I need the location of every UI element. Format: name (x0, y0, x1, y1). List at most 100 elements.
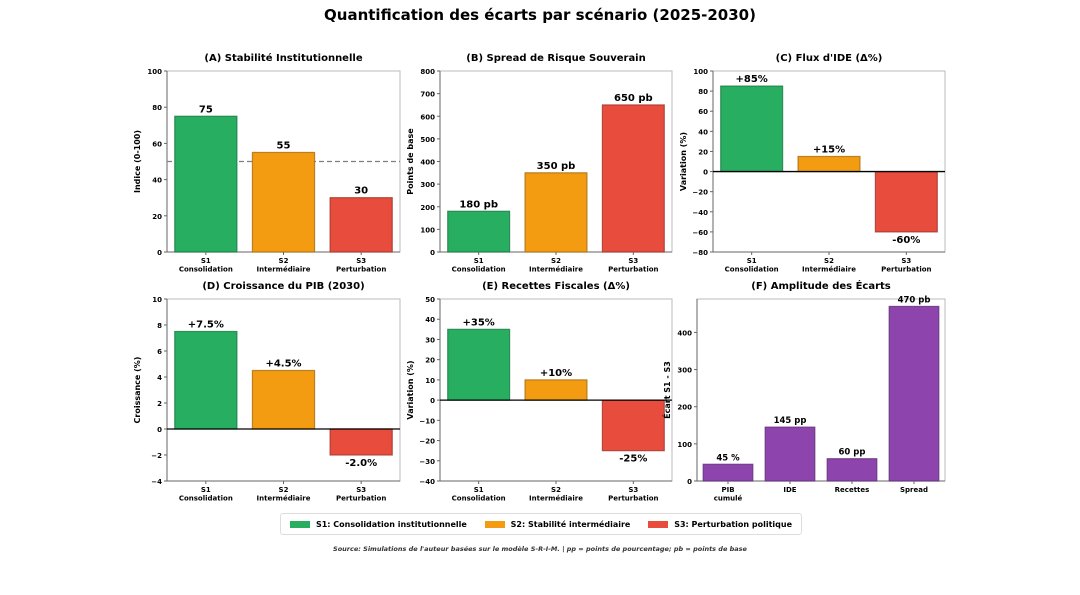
panel-e-xtick-label: S1 (474, 486, 484, 494)
panel-d-ytick-label: 0 (157, 426, 162, 434)
panel-c-bar (720, 85, 784, 173)
panel-d-bar (251, 369, 316, 430)
panel-f-xtick-label: PIB (721, 486, 734, 494)
panel-c-ytick-label: −80 (692, 249, 708, 257)
panel-a-value-label: 55 (277, 140, 291, 151)
panel-c-ytick-label: 20 (698, 148, 708, 156)
panel-a-ytick-label: 0 (157, 249, 162, 257)
panel-f-ytick-label: 100 (677, 441, 692, 449)
panel-b-value-label: 350 pb (537, 161, 576, 172)
panel-e-xtick-label: Perturbation (608, 495, 658, 503)
panel-f-ytick-label: 400 (677, 329, 692, 337)
figure-title: Quantification des écarts par scénario (… (324, 6, 756, 24)
panel-b-ytick-label: 100 (420, 226, 435, 234)
panel-a-ytick-label: 20 (152, 213, 162, 221)
panel-b-xtick-label: Perturbation (608, 266, 658, 274)
panel-a-ytick-label: 60 (152, 140, 162, 148)
panel-c-value-label: +85% (736, 74, 768, 85)
panel-b-ytick-label: 600 (420, 113, 435, 121)
panel-e-ytick-label: 40 (425, 316, 435, 324)
panel-b-value-label: 650 pb (614, 93, 653, 104)
panel-d-ytick-label: 6 (157, 348, 162, 356)
panel-d-ytick-label: 2 (157, 400, 162, 408)
panel-f-value-label: 145 pp (774, 416, 807, 426)
panel-d-ytick-label: 4 (157, 374, 162, 382)
panel-b-ytick-label: 400 (420, 159, 435, 167)
panel-c-ytick-label: −40 (692, 209, 708, 217)
panel-e-xtick-label: Intermédiaire (529, 495, 583, 503)
panel-e-xtick-label: S3 (628, 486, 638, 494)
panel-b-ytick-label: 700 (420, 91, 435, 99)
legend-swatch-s1 (289, 520, 310, 528)
panel-d-ytick-label: 10 (152, 296, 162, 304)
panel-c-ytick-label: 40 (698, 128, 708, 136)
panel-a-xtick-label: S2 (279, 257, 289, 265)
panel-c-ytick-label: 100 (693, 68, 708, 76)
source-note: Source: Simulations de l'auteur basées s… (333, 545, 747, 553)
panel-f-value-label: 45 % (716, 453, 740, 463)
panel-c-ytick-label: 60 (698, 108, 708, 116)
panel-f-ytick-label: 200 (677, 404, 692, 412)
panel-a-xtick-label: S1 (201, 257, 211, 265)
panel-f-bar (826, 458, 878, 482)
panel-c-ytick-label: 0 (703, 169, 708, 177)
panel-e-ytick-label: 10 (425, 377, 435, 385)
panel-e-title: (E) Recettes Fiscales (Δ%) (482, 281, 630, 292)
panel-e-ytick-label: 30 (425, 336, 435, 344)
legend-label-s1: S1: Consolidation institutionnelle (315, 519, 467, 529)
legend-item-s1: S1: Consolidation institutionnelle (289, 519, 467, 529)
panel-f-bar (764, 426, 816, 482)
panel-f-bar (888, 305, 940, 482)
panel-d-ytick-label: 8 (157, 322, 162, 330)
panel-d-xtick-label: Consolidation (179, 495, 233, 503)
panel-c-xtick-label: Intermédiaire (802, 266, 856, 274)
legend-swatch-s2 (484, 520, 505, 528)
panel-e-ytick-label: 0 (430, 397, 435, 405)
panel-a-xtick-label: S3 (356, 257, 366, 265)
panel-a-xtick-label: Consolidation (179, 266, 233, 274)
legend: S1: Consolidation institutionnelle S2: S… (280, 513, 802, 535)
panel-a-xtick-label: Perturbation (336, 266, 386, 274)
panel-e-value-label: +35% (463, 317, 495, 328)
panel-d-xtick-label: S1 (201, 486, 211, 494)
panel-c-value-label: +15% (813, 144, 845, 155)
panel-e-ytick-label: −40 (419, 478, 435, 486)
panel-e-xtick-label: S2 (551, 486, 561, 494)
panel-f-title: (F) Amplitude des Écarts (751, 279, 891, 292)
panel-e-bar (447, 328, 511, 401)
panel-a-value-label: 30 (354, 186, 368, 197)
panel-c-value-label: -60% (892, 235, 920, 246)
panel-d-bar (329, 428, 393, 456)
panel-a-title: (A) Stabilité Institutionnelle (204, 52, 362, 64)
panel-e-value-label: +10% (540, 368, 572, 379)
panel-b-ytick-label: 0 (430, 249, 435, 257)
panel-d-ytick-label: −2 (151, 452, 162, 460)
panel-f-value-label: 470 pb (898, 295, 931, 305)
panel-e-ytick-label: −10 (419, 417, 435, 425)
legend-swatch-s3 (648, 520, 669, 528)
panel-f-bar (702, 463, 754, 482)
panel-d-xtick-label: S2 (279, 486, 289, 494)
panel-b-bar (447, 210, 511, 253)
panel-e-ylabel: Variation (%) (406, 360, 415, 419)
panel-b-ytick-label: 200 (420, 204, 435, 212)
panel-d-value-label: -2.0% (345, 458, 377, 469)
panel-f-xtick-label: IDE (783, 486, 796, 494)
panel-a-value-label: 75 (199, 104, 213, 115)
panel-c-xtick-label: Perturbation (881, 266, 931, 274)
panel-b-ytick-label: 500 (420, 136, 435, 144)
panel-f-xtick-label: Recettes (835, 486, 870, 494)
panel-c-xtick-label: S1 (747, 257, 757, 265)
panel-e-bar (524, 379, 588, 401)
panel-c-ytick-label: −20 (692, 189, 708, 197)
panel-d-xtick-label: Perturbation (336, 495, 386, 503)
panel-a-ytick-label: 100 (147, 68, 162, 76)
panel-b-ylabel: Points de base (406, 128, 415, 195)
panel-e-ytick-label: −30 (419, 458, 435, 466)
panel-e-bar (601, 399, 665, 452)
panel-c-bar (797, 155, 861, 173)
panel-b-xtick-label: S2 (551, 257, 561, 265)
panel-c-ylabel: Variation (%) (679, 132, 688, 191)
panel-c-title: (C) Flux d'IDE (Δ%) (776, 53, 883, 64)
